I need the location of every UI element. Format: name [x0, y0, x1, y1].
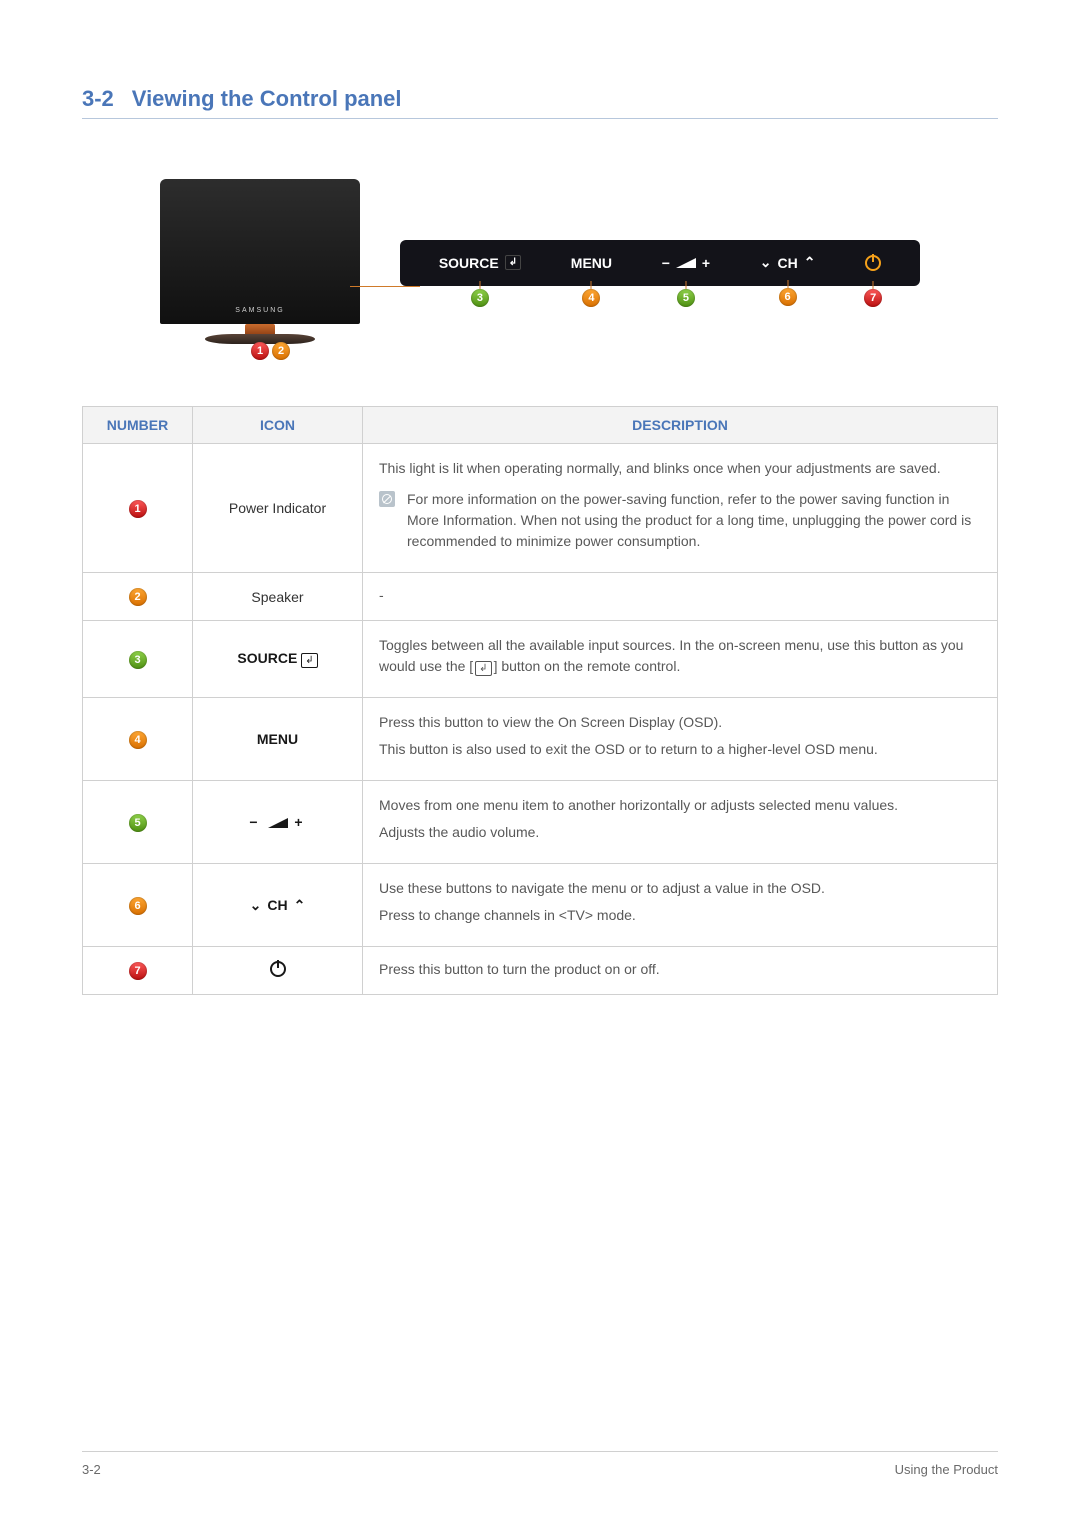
table-row: 6 ⌄ CH ⌃ Use these buttons to navigate the… [83, 864, 998, 947]
row-description: Moves from one menu item to another hori… [363, 781, 998, 864]
panel-ch-label: CH [777, 255, 797, 271]
power-icon [270, 961, 286, 977]
monitor-body [160, 179, 360, 324]
row-icon-menu: MENU [193, 698, 363, 781]
section-number: 3-2 [82, 86, 114, 112]
panel-source: SOURCE ↲ 3 [439, 255, 521, 271]
row-description: - [363, 573, 998, 621]
desc-text: Use these buttons to navigate the menu o… [379, 878, 981, 899]
panel-volume: − + 5 [662, 255, 710, 271]
callout-badge-6: 6 [779, 288, 797, 306]
description-table: NUMBER ICON DESCRIPTION 1 Power Indicato… [82, 406, 998, 995]
enter-icon: ↲ [505, 255, 521, 270]
panel-menu: MENU 4 [571, 255, 612, 271]
row-badge: 5 [129, 814, 147, 832]
table-row: 4 MENU Press this button to view the On … [83, 698, 998, 781]
note-icon [379, 491, 395, 507]
col-icon: ICON [193, 407, 363, 444]
section-title: Viewing the Control panel [132, 86, 402, 112]
panel-menu-label: MENU [571, 255, 612, 271]
figure-area: 1 2 SOURCE ↲ 3 MENU 4 − + [82, 179, 998, 346]
row-icon-source: SOURCE ↲ [193, 621, 363, 698]
enter-icon: ↲ [301, 653, 317, 668]
row-badge: 4 [129, 731, 147, 749]
desc-text: Moves from one menu item to another hori… [379, 795, 981, 816]
chevron-up-icon: ⌃ [804, 254, 816, 271]
table-row: 3 SOURCE ↲ Toggles between all the avail… [83, 621, 998, 698]
col-number: NUMBER [83, 407, 193, 444]
row-icon-volume: − + [193, 781, 363, 864]
chevron-up-icon: ⌃ [294, 897, 306, 914]
monitor-illustration: 1 2 [160, 179, 360, 346]
speaker-icon [676, 258, 696, 268]
row-icon-label: Power Indicator [193, 444, 363, 573]
desc-text: This light is lit when operating normall… [379, 458, 981, 479]
callout-badge-1: 1 [251, 342, 269, 360]
source-label: SOURCE [237, 650, 297, 666]
row-badge: 2 [129, 588, 147, 606]
callout-badge-7: 7 [864, 289, 882, 307]
power-icon [865, 255, 881, 271]
panel-source-label: SOURCE [439, 255, 499, 271]
control-panel-strip: SOURCE ↲ 3 MENU 4 − + 5 ⌄ CH ⌃ [400, 240, 920, 286]
callout-badge-5: 5 [677, 289, 695, 307]
ch-label: CH [267, 897, 287, 913]
footer-right: Using the Product [895, 1462, 998, 1477]
row-description: Press this button to view the On Screen … [363, 698, 998, 781]
callout-badge-4: 4 [582, 289, 600, 307]
page-footer: 3-2 Using the Product [82, 1451, 998, 1477]
enter-icon: ↲ [475, 661, 491, 676]
table-row: 5 − + Moves from one menu item to anothe… [83, 781, 998, 864]
row-icon-ch: ⌄ CH ⌃ [193, 864, 363, 947]
desc-text: Press to change channels in <TV> mode. [379, 905, 981, 926]
row-description: Toggles between all the available input … [363, 621, 998, 698]
row-description: Use these buttons to navigate the menu o… [363, 864, 998, 947]
note-block: For more information on the power-saving… [379, 489, 981, 558]
table-row: 2 Speaker - [83, 573, 998, 621]
desc-text: This button is also used to exit the OSD… [379, 739, 981, 760]
row-description: This light is lit when operating normall… [363, 444, 998, 573]
row-description: Press this button to turn the product on… [363, 947, 998, 995]
leader-line [350, 286, 420, 287]
table-row: 1 Power Indicator This light is lit when… [83, 444, 998, 573]
speaker-icon [268, 818, 288, 828]
chevron-down-icon: ⌄ [250, 897, 262, 914]
panel-power: 7 [865, 255, 881, 271]
desc-text: Toggles between all the available input … [379, 635, 981, 677]
page: 3-2 Viewing the Control panel 1 2 SOURCE… [0, 0, 1080, 1527]
section-heading: 3-2 Viewing the Control panel [82, 86, 998, 119]
desc-text: Adjusts the audio volume. [379, 822, 981, 843]
row-icon-label: Speaker [193, 573, 363, 621]
row-badge: 1 [129, 500, 147, 518]
monitor-stand: 1 2 [205, 324, 315, 346]
callout-badge-3: 3 [471, 289, 489, 307]
row-badge: 6 [129, 897, 147, 915]
panel-ch: ⌄ CH ⌃ 6 [760, 254, 816, 271]
row-badge: 3 [129, 651, 147, 669]
row-badge: 7 [129, 962, 147, 980]
col-description: DESCRIPTION [363, 407, 998, 444]
note-text: For more information on the power-saving… [407, 489, 981, 552]
row-icon-power [193, 947, 363, 995]
footer-left: 3-2 [82, 1462, 101, 1477]
table-header-row: NUMBER ICON DESCRIPTION [83, 407, 998, 444]
table-row: 7 Press this button to turn the product … [83, 947, 998, 995]
desc-text: Press this button to view the On Screen … [379, 712, 981, 733]
callout-badge-2: 2 [272, 342, 290, 360]
chevron-down-icon: ⌄ [760, 254, 772, 271]
menu-label: MENU [257, 731, 298, 747]
